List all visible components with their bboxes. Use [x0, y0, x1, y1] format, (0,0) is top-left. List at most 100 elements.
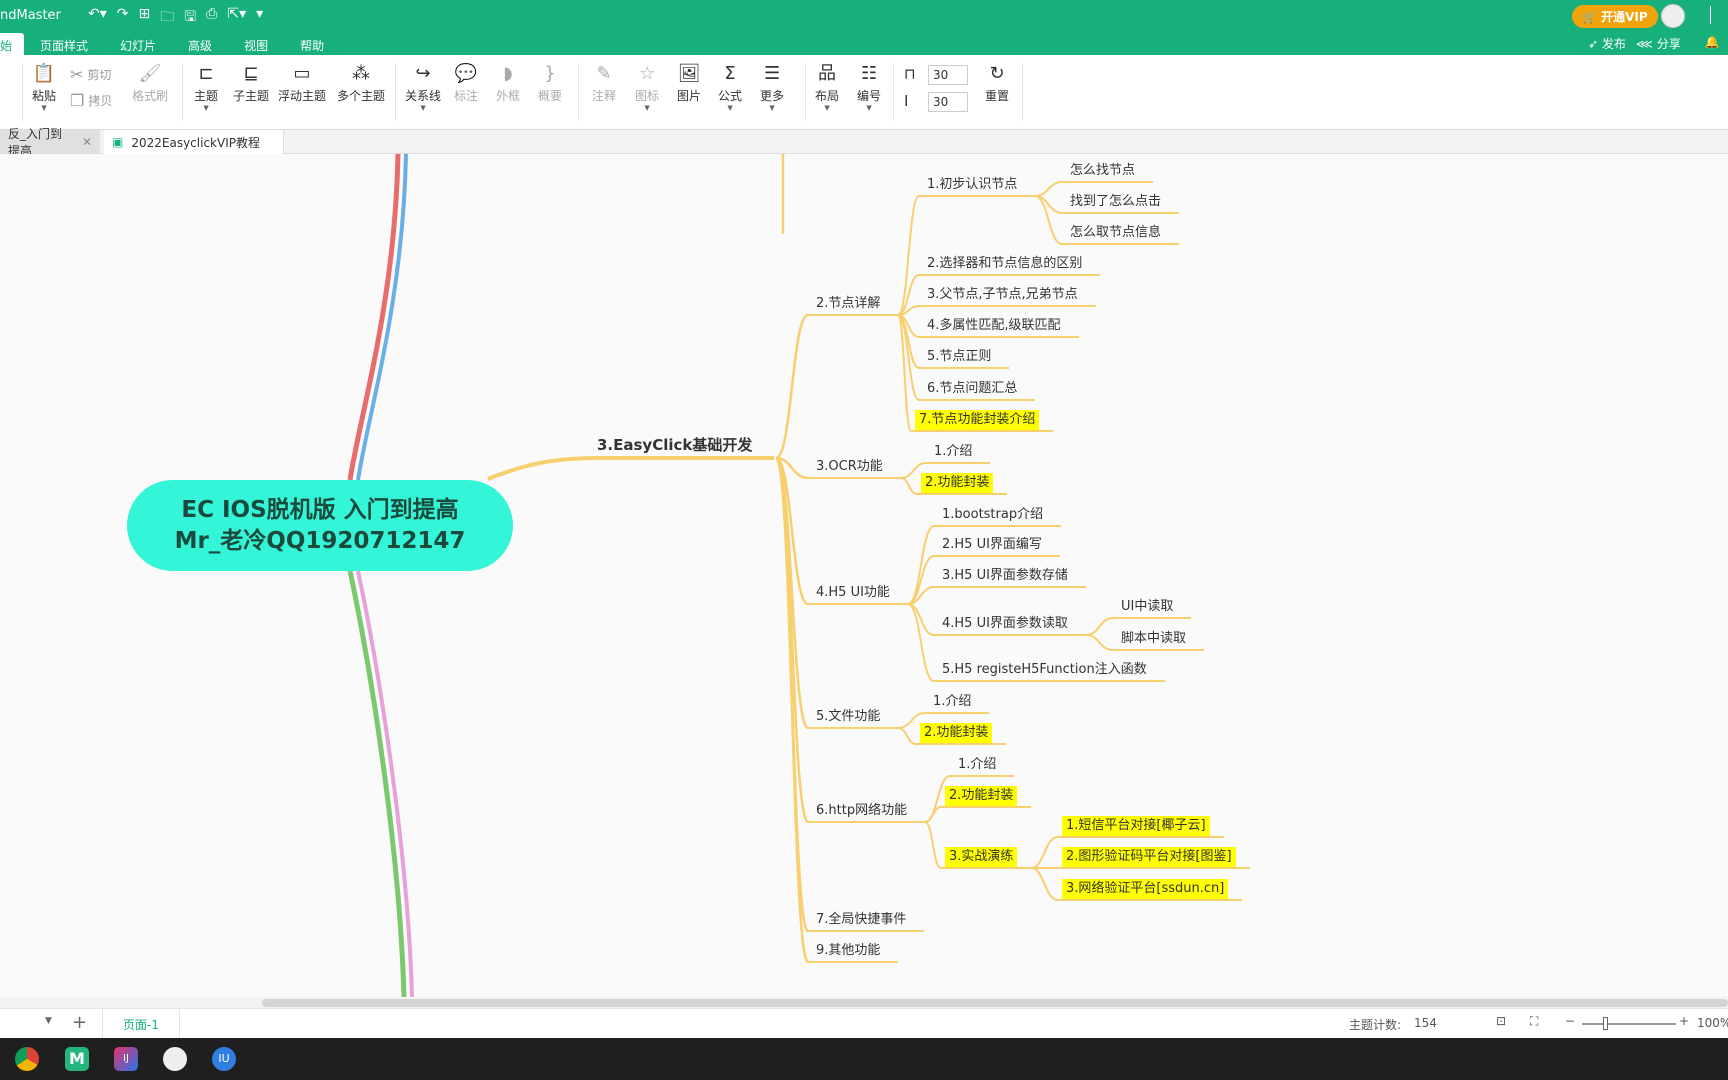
- topic-node[interactable]: 怎么取节点信息: [1070, 225, 1162, 240]
- fit-page-icon[interactable]: ⊡: [1496, 1014, 1507, 1028]
- divider: [1022, 63, 1023, 121]
- topic-node[interactable]: 5.节点正则: [927, 349, 992, 364]
- print-icon[interactable]: ⎙: [206, 6, 218, 22]
- cut-button[interactable]: ✂ 剪切: [70, 65, 111, 84]
- topic-node[interactable]: 6.http网络功能: [816, 803, 908, 818]
- menu-advanced[interactable]: 高级: [188, 39, 213, 53]
- zoom-slider[interactable]: [1582, 1017, 1676, 1030]
- topic-node[interactable]: 2.功能封装: [945, 786, 1018, 806]
- formula-button[interactable]: Σ 公式 ▼: [718, 63, 743, 112]
- connector-line: [897, 314, 920, 401]
- horizontal-scrollbar[interactable]: [0, 997, 1728, 1008]
- avatar[interactable]: [1661, 4, 1685, 28]
- topic-node[interactable]: 6.节点问题汇总: [927, 381, 1018, 396]
- zoom-slider-thumb[interactable]: [1603, 1017, 1608, 1030]
- scrollbar-thumb[interactable]: [262, 999, 1728, 1007]
- menu-view[interactable]: 视图: [244, 39, 269, 53]
- page-dropdown-icon[interactable]: ▼: [45, 1016, 52, 1026]
- numbering-button[interactable]: ☷ 编号 ▼: [857, 63, 882, 112]
- topic-node[interactable]: 5.文件功能: [816, 709, 881, 724]
- app2-icon[interactable]: IU: [212, 1047, 236, 1071]
- menu-page-style[interactable]: 页面样式: [40, 39, 89, 53]
- format-painter-button[interactable]: 🖌 格式刷: [132, 61, 168, 104]
- mindmaster-icon[interactable]: M: [65, 1047, 89, 1071]
- summary-button[interactable]: } 概要: [538, 61, 562, 104]
- more-button[interactable]: ☰ 更多 ▼: [760, 63, 785, 112]
- fullscreen-icon[interactable]: ⛶: [1530, 1014, 1539, 1028]
- topic-button[interactable]: ⊏ 主题 ▼: [194, 63, 219, 112]
- callout-button[interactable]: 💬 标注: [454, 61, 478, 104]
- mindmap-canvas[interactable]: EC IOS脱机版 入门到提高 Mr_老冷QQ1920712147 3.Easy…: [0, 154, 1728, 997]
- topic-node[interactable]: 7.全局快捷事件: [816, 912, 907, 927]
- topic-node[interactable]: 2.图形验证码平台对接[图鉴]: [1062, 847, 1236, 867]
- export-icon[interactable]: ⇱▾: [227, 6, 247, 22]
- send-icon: ➶: [1588, 37, 1599, 51]
- floating-topic-button[interactable]: ▭ 浮动主题: [278, 61, 326, 104]
- topic-node[interactable]: 2.功能封装: [920, 723, 993, 743]
- zoom-out-button[interactable]: −: [1565, 1014, 1576, 1028]
- more-icon[interactable]: ▾: [256, 6, 264, 22]
- layout-button[interactable]: 品布局 ▼: [815, 63, 840, 112]
- vip-button[interactable]: 🛒 开通VIP: [1572, 5, 1658, 28]
- topic-node[interactable]: 2.H5 UI界面编写: [942, 537, 1042, 552]
- topic-node[interactable]: 1.介绍: [934, 444, 973, 459]
- topic-node[interactable]: 7.节点功能封装介绍: [915, 410, 1040, 430]
- subtopic-button[interactable]: ⊑ 子主题: [233, 61, 269, 104]
- topic-node[interactable]: 4.H5 UI功能: [816, 585, 890, 600]
- zoom-in-button[interactable]: +: [1679, 1014, 1690, 1028]
- chrome-icon[interactable]: [15, 1047, 39, 1071]
- undo-icon[interactable]: ↶▾: [88, 6, 107, 22]
- topic-node[interactable]: 9.其他功能: [816, 943, 881, 958]
- main-topic[interactable]: 3.EasyClick基础开发: [597, 436, 753, 454]
- topic-node[interactable]: 2.功能封装: [921, 473, 994, 493]
- topic-node[interactable]: 4.H5 UI界面参数读取: [942, 616, 1068, 631]
- icon-button[interactable]: ☆ 图标 ▼: [635, 63, 660, 112]
- topic-node[interactable]: 1.短信平台对接[椰子云]: [1062, 816, 1210, 836]
- topic-node[interactable]: 4.多属性匹配,级联匹配: [927, 318, 1061, 333]
- copy-button[interactable]: ❐ 拷贝: [70, 91, 112, 110]
- note-button[interactable]: ✎ 注释: [592, 61, 616, 104]
- publish-button[interactable]: ➶ 发布: [1588, 35, 1626, 52]
- topic-node[interactable]: 1.介绍: [958, 757, 997, 772]
- menu-help[interactable]: 帮助: [300, 39, 325, 53]
- redo-icon[interactable]: ↷: [116, 6, 129, 22]
- tab-document-2[interactable]: ▣ 2022EasyclickVIP教程: [104, 130, 284, 154]
- page-tab[interactable]: 页面-1: [102, 1009, 180, 1039]
- topic-node[interactable]: 3.网络验证平台[ssdun.cn]: [1062, 879, 1229, 899]
- topic-node[interactable]: 脚本中读取: [1121, 631, 1187, 646]
- paste-button[interactable]: 📋 粘贴 ▼: [32, 63, 57, 112]
- divider: [182, 63, 183, 121]
- topic-node[interactable]: 1.介绍: [933, 694, 972, 709]
- topic-node[interactable]: 1.初步认识节点: [927, 177, 1018, 192]
- intellij-icon[interactable]: IJ: [114, 1047, 138, 1071]
- menu-slides[interactable]: 幻灯片: [120, 39, 157, 53]
- topic-node[interactable]: 怎么找节点: [1070, 163, 1136, 178]
- topic-node[interactable]: 5.H5 registeH5Function注入函数: [942, 662, 1147, 677]
- vertical-spacing-input[interactable]: 30: [928, 92, 968, 112]
- horizontal-spacing-input[interactable]: 30: [928, 65, 968, 85]
- topic-node[interactable]: 2.节点详解: [816, 296, 881, 311]
- bell-icon[interactable]: 🔔: [1704, 35, 1720, 49]
- image-button[interactable]: 🖼 图片: [677, 61, 701, 104]
- relation-button[interactable]: ↪ 关系线 ▼: [405, 63, 442, 112]
- central-topic[interactable]: EC IOS脱机版 入门到提高 Mr_老冷QQ1920712147: [127, 480, 513, 571]
- reset-button[interactable]: ↻ 重置: [985, 61, 1009, 104]
- close-icon[interactable]: ✕: [81, 135, 92, 149]
- topic-node[interactable]: 3.父节点,子节点,兄弟节点: [927, 287, 1078, 302]
- topic-node[interactable]: 找到了怎么点击: [1070, 194, 1162, 209]
- topic-node[interactable]: 3.OCR功能: [816, 459, 883, 474]
- add-page-button[interactable]: +: [72, 1012, 88, 1033]
- tab-document-1[interactable]: 反_入门到提高 ✕: [0, 127, 100, 158]
- multi-topic-button[interactable]: ⁂ 多个主题: [337, 61, 385, 104]
- boundary-button[interactable]: ◗ 外框: [496, 61, 520, 104]
- open-icon[interactable]: 🗀: [160, 9, 175, 25]
- new-icon[interactable]: ⊞: [138, 6, 151, 22]
- app-icon[interactable]: [163, 1047, 187, 1071]
- topic-node[interactable]: 1.bootstrap介绍: [942, 507, 1044, 522]
- topic-node[interactable]: 3.实战演练: [945, 847, 1018, 867]
- topic-node[interactable]: UI中读取: [1121, 599, 1174, 614]
- topic-node[interactable]: 3.H5 UI界面参数存储: [942, 568, 1068, 583]
- share-button[interactable]: ⋘ 分享: [1636, 35, 1681, 52]
- topic-node[interactable]: 2.选择器和节点信息的区别: [927, 256, 1083, 271]
- save-icon[interactable]: 🖫: [184, 9, 197, 25]
